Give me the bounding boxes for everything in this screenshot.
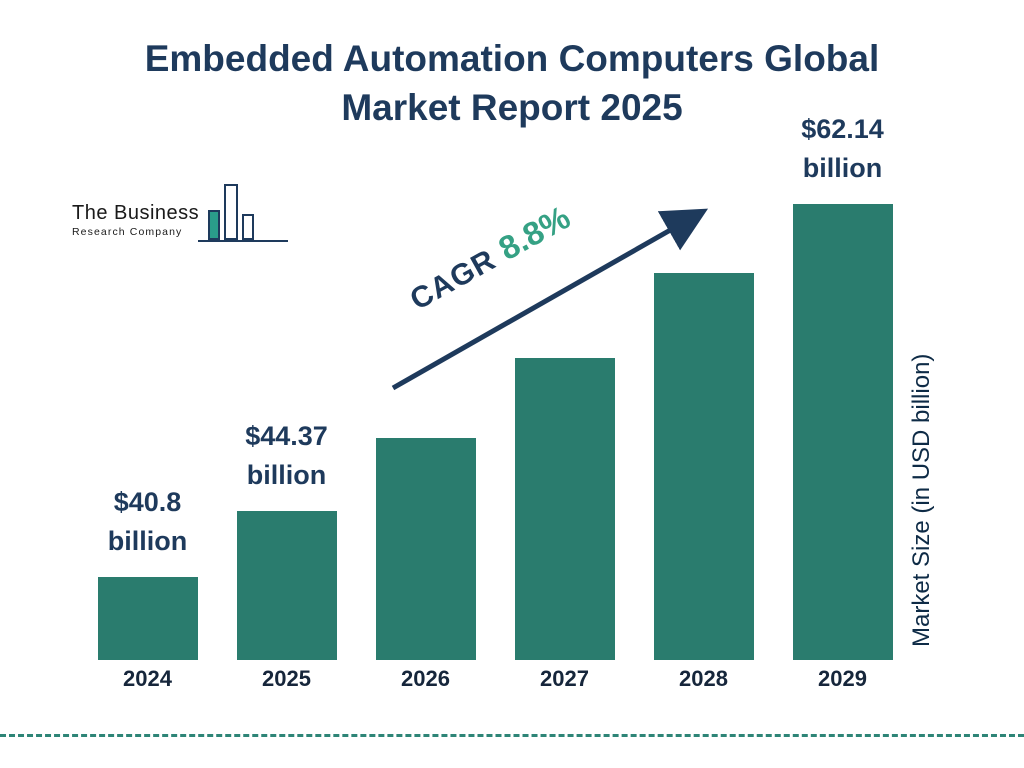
bar-value-label: $44.37 billion [245,420,328,490]
bar-column-2024: $40.8 billion [78,110,217,660]
bar-value-label: $62.14 billion [801,114,884,183]
logo-bar-chart-icon [198,180,288,242]
bar-2029 [792,204,893,660]
growth-trend-arrow [383,198,719,409]
bar-2026 [375,437,476,660]
bar-value-label: $40.8 billion [107,486,188,556]
logo-bar-green [208,210,220,240]
x-tick-label-2029: 2029 [818,666,867,691]
x-axis-tick-labels: 2024 2025 2026 2027 2028 2029 [78,666,912,692]
logo-name: The Business [72,202,200,224]
y-axis-label: Market Size (in USD billion) [908,353,935,647]
bar-2024 [97,576,198,660]
bar-2027 [514,358,615,660]
logo-bar-tall [224,184,238,240]
logo-subtitle: Research Company [72,226,183,238]
x-tick-label-2026: 2026 [401,666,450,691]
logo-baseline [198,240,288,242]
bottom-dashed-divider [0,734,1024,737]
x-tick-label-2028: 2028 [679,666,728,691]
bar-column-2028 [634,110,773,660]
chart-title: Embedded Automation Computers Global Mar… [144,38,880,128]
bar-column-2025: $44.37 billion [217,110,356,660]
x-tick-label-2024: 2024 [123,666,172,691]
bar-column-2029: $62.14 billion [773,110,912,660]
logo-bar-short [242,214,254,240]
bar-2028 [653,273,754,660]
bar-2025 [236,510,337,660]
bar-column-2026 [356,110,495,660]
logo-text: The Business Research Company [72,202,199,238]
x-tick-label-2025: 2025 [262,666,311,691]
x-tick-label-2027: 2027 [540,666,589,691]
bar-column-2027 [495,110,634,660]
company-logo: The Business Research Company [72,180,292,250]
bar-chart-plot-area: $40.8 billion $44.37 billion $62.14 billion [78,110,912,660]
